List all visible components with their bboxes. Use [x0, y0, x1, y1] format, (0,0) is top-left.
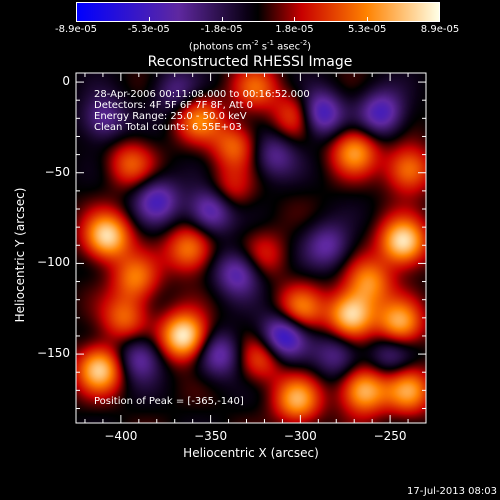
timestamp: 17-Jul-2013 08:03: [406, 486, 497, 497]
colorbar-units: (photons cm-2 s-1 asec-2): [188, 39, 312, 53]
colorbar-gradient: [77, 3, 439, 21]
info-counts: Clean Total counts: 6.55E+03: [94, 122, 242, 133]
colorbar-tick-label: -1.8e-05: [200, 24, 243, 35]
x-tick-label: −400: [104, 429, 138, 443]
x-tick-label: −300: [283, 429, 317, 443]
colorbar-tick-label: 8.9e-05: [420, 24, 460, 35]
peak-position-label: Position of Peak = [-365,-140]: [94, 396, 244, 407]
axes-frame: [75, 72, 427, 424]
colorbar-tick-label: -8.9e-05: [55, 24, 97, 35]
info-energy: Energy Range: 25.0 - 50.0 keV: [94, 111, 247, 122]
y-tick-label: −100: [37, 255, 70, 270]
colorbar-tick: [76, 17, 77, 22]
chart-title: Reconstructed RHESSI Image: [147, 54, 353, 70]
colorbar-tick: [294, 17, 296, 22]
x-tick-label: −350: [194, 429, 228, 443]
y-tick-label: −50: [44, 164, 70, 179]
colorbar-tick: [367, 17, 369, 22]
y-tick-label: −150: [37, 346, 70, 361]
plot-frame: [75, 72, 427, 424]
colorbar-tick-label: 5.3e-05: [347, 24, 387, 35]
colorbar-tick: [221, 17, 223, 22]
y-axis-label: Heliocentric Y (arcsec): [13, 187, 27, 323]
plot-area: 28-Apr-2006 00:11:08.000 to 00:16:52.000…: [75, 72, 427, 424]
colorbar-tick: [148, 17, 150, 22]
colorbar-ticklabels: -8.9e-05 -5.3e-05 -1.8e-05 1.8e-05 5.3e-05 8.…: [0, 24, 500, 38]
colorbar-tick: [439, 17, 440, 22]
y-tick-label: 0: [62, 74, 70, 89]
info-detectors: Detectors: 4F 5F 6F 7F 8F, Att 0: [94, 100, 254, 111]
info-time: 28-Apr-2006 00:11:08.000 to 00:16:52.000: [94, 89, 310, 100]
colorbar: [76, 2, 440, 22]
colorbar-tick-label: -5.3e-05: [127, 24, 170, 35]
heatmap-image: [76, 73, 426, 423]
observation-info: 28-Apr-2006 00:11:08.000 to 00:16:52.000…: [94, 89, 310, 133]
x-axis-label: Heliocentric X (arcsec): [183, 446, 319, 460]
x-tick-label: −250: [373, 429, 407, 443]
colorbar-tick-label: 1.8e-05: [275, 24, 314, 35]
